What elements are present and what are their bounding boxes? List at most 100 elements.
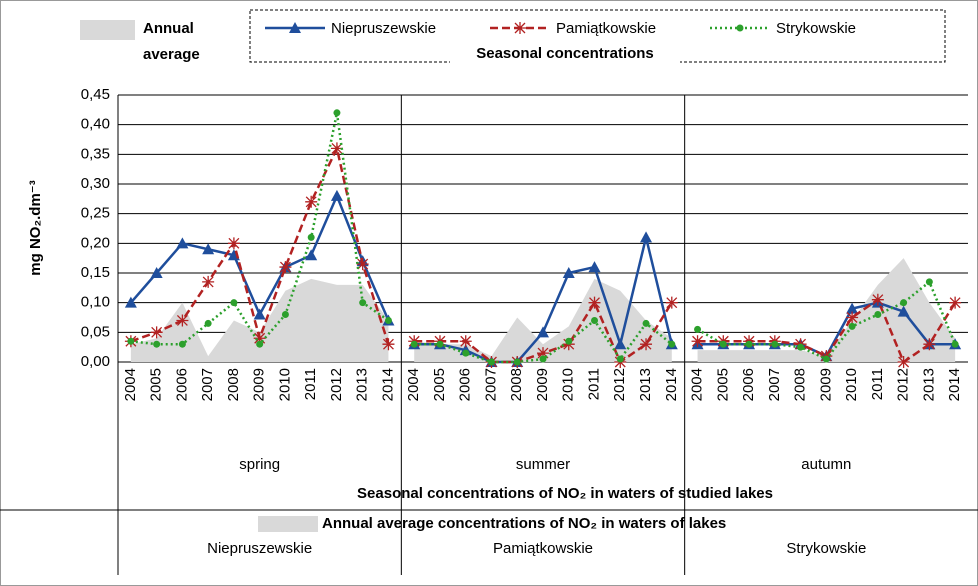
marker <box>874 311 882 319</box>
marker <box>848 322 856 330</box>
x-tick-label: 2006 <box>457 368 474 401</box>
marker <box>384 316 392 324</box>
marker <box>642 319 650 327</box>
marker <box>150 326 163 339</box>
marker <box>665 296 678 309</box>
area-caption-swatch <box>258 516 318 532</box>
x-tick-label: 2005 <box>431 368 448 401</box>
marker <box>562 267 575 278</box>
y-tick-label: 0,10 <box>81 294 110 311</box>
marker <box>382 338 395 351</box>
x-tick-label: 2011 <box>869 368 886 400</box>
marker <box>204 319 212 327</box>
x-tick-label: 2005 <box>148 368 165 401</box>
marker <box>230 299 238 307</box>
x-tick-label: 2009 <box>534 368 551 401</box>
marker <box>719 340 727 348</box>
marker <box>797 343 805 351</box>
marker <box>356 258 369 271</box>
x-tick-label: 2005 <box>714 368 731 401</box>
x-tick-label: 2010 <box>276 368 293 401</box>
marker <box>513 358 521 366</box>
marker <box>951 340 959 348</box>
group-label: spring <box>239 456 280 473</box>
x-tick-label: 2011 <box>302 368 319 400</box>
marker <box>588 261 601 273</box>
x-tick-label: 2013 <box>920 368 937 401</box>
marker <box>176 237 189 249</box>
marker <box>900 299 908 307</box>
marker <box>640 338 653 351</box>
marker <box>127 337 135 345</box>
x-tick-label: 2014 <box>379 368 396 401</box>
legend-label: Pamiątkowskie <box>556 20 656 37</box>
marker <box>565 337 573 345</box>
x-tick-label: 2004 <box>122 368 139 401</box>
legend-marker <box>736 24 744 32</box>
legend-box <box>249 9 946 63</box>
marker <box>846 302 859 314</box>
x-tick-label: 2009 <box>251 368 268 401</box>
marker <box>256 340 264 348</box>
x-tick-label: 2008 <box>225 368 242 401</box>
x-tick-label: 2011 <box>585 368 602 400</box>
x-tick-label: 2007 <box>199 368 216 401</box>
marker <box>897 356 910 368</box>
marker <box>462 349 470 357</box>
legend-caption-bg <box>450 45 680 65</box>
y-axis-label: mg NO₂.dm⁻³ <box>27 180 44 275</box>
x-tick-label: 2008 <box>792 368 809 401</box>
marker <box>539 355 547 363</box>
x-tick-label: 2009 <box>817 368 834 401</box>
y-tick-label: 0,40 <box>81 116 110 133</box>
marker <box>330 189 343 201</box>
area-caption: Annual average concentrations of NO₂ in … <box>322 515 726 532</box>
marker <box>745 340 753 348</box>
y-tick-label: 0,35 <box>81 145 110 162</box>
marker <box>923 338 936 351</box>
marker <box>305 195 318 208</box>
marker <box>124 296 137 308</box>
x-tick-label: 2010 <box>843 368 860 401</box>
x-tick-label: 2007 <box>766 368 783 401</box>
marker <box>925 278 933 286</box>
marker <box>668 340 676 348</box>
x-tick-label: 2014 <box>946 368 963 401</box>
legend-caption: Seasonal concentrations <box>476 45 654 62</box>
series-line <box>697 297 957 364</box>
marker <box>487 358 495 366</box>
marker <box>253 308 266 320</box>
x-tick-label: 2008 <box>508 368 525 401</box>
legend-area-swatch <box>80 20 135 40</box>
x-tick-label: 2004 <box>689 368 706 401</box>
marker <box>614 338 627 350</box>
area <box>130 278 389 362</box>
marker <box>307 233 315 241</box>
marker <box>537 326 549 338</box>
marker <box>305 249 318 261</box>
marker <box>822 355 830 363</box>
x-tick-label: 2006 <box>740 368 757 401</box>
marker <box>410 340 418 348</box>
area <box>697 258 956 362</box>
y-tick-label: 0,05 <box>81 323 110 340</box>
marker <box>253 332 266 345</box>
legend-area-label: Annual average <box>143 20 200 63</box>
y-tick-label: 0,45 <box>81 86 110 103</box>
y-tick-label: 0,20 <box>81 234 110 251</box>
legend-marker <box>514 22 526 34</box>
group-label: summer <box>516 456 570 473</box>
marker <box>333 109 341 117</box>
marker <box>640 231 653 243</box>
marker <box>436 340 444 348</box>
legend-label: Niepruszewskie <box>331 20 436 37</box>
legend-marker <box>289 22 301 33</box>
x-axis-label: Seasonal concentrations of NO₂ in waters… <box>357 485 773 502</box>
marker <box>846 311 859 324</box>
marker <box>588 296 601 309</box>
marker <box>771 340 779 348</box>
legend-label: Strykowskie <box>776 20 856 37</box>
x-tick-label: 2014 <box>663 368 680 401</box>
